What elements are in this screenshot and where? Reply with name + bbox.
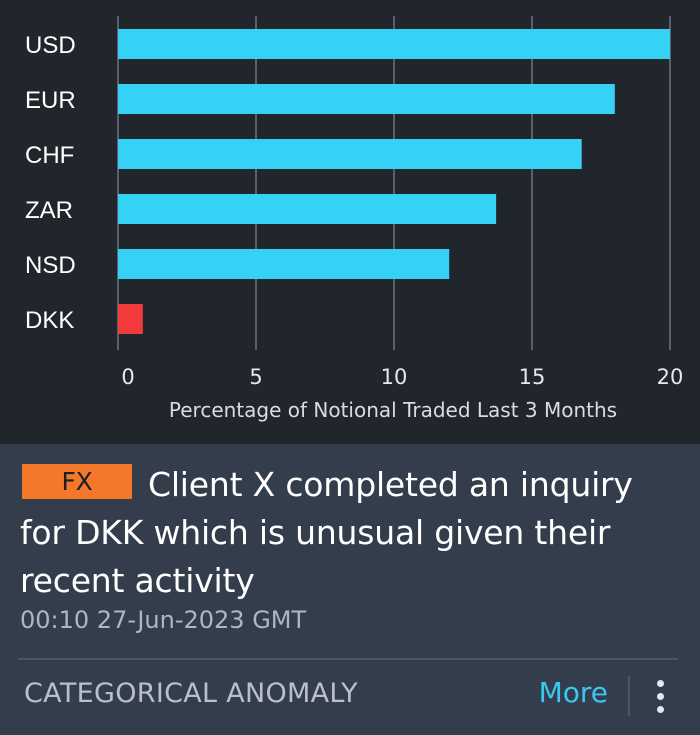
kebab-dot xyxy=(657,693,664,700)
x-tick-label: 10 xyxy=(381,365,408,389)
bar-usd xyxy=(118,29,670,59)
category-label: CHF xyxy=(25,142,74,169)
notional-traded-chart: USD EUR CHF ZAR NSD DKK 0 5 10 15 20 Percentage of … xyxy=(25,16,684,422)
kebab-dot xyxy=(657,706,664,713)
kebab-dot xyxy=(657,680,664,687)
category-label: NSD xyxy=(25,252,76,279)
x-tick-label: 0 xyxy=(121,365,134,389)
vertical-divider xyxy=(628,676,630,716)
x-tick-label: 20 xyxy=(657,365,684,389)
x-tick-label: 5 xyxy=(249,365,262,389)
alert-timestamp: 00:10 27-Jun-2023 GMT xyxy=(20,606,307,634)
category-label: DKK xyxy=(25,307,74,334)
chart-panel: USD EUR CHF ZAR NSD DKK 0 5 10 15 20 Percentage of … xyxy=(0,0,700,444)
alert-headline: FX Client X completed an inquiry for DKK … xyxy=(20,461,680,605)
category-label: EUR xyxy=(25,87,76,114)
bar-chf xyxy=(118,139,582,169)
divider xyxy=(18,658,678,660)
asset-class-badge: FX xyxy=(22,464,132,499)
bar-dkk xyxy=(118,304,143,334)
category-label: USD xyxy=(25,32,76,59)
bar-zar xyxy=(118,194,497,224)
alert-card[interactable]: FX Client X completed an inquiry for DKK … xyxy=(0,444,700,735)
more-button[interactable]: More xyxy=(538,676,608,709)
bar-eur xyxy=(118,84,615,114)
category-label: ZAR xyxy=(25,197,73,224)
kebab-menu-icon[interactable] xyxy=(650,680,672,714)
alert-headline-text: Client X completed an inquiry for DKK wh… xyxy=(20,465,633,600)
x-axis-title: Percentage of Notional Traded Last 3 Mon… xyxy=(169,398,617,422)
bar-nsd xyxy=(118,249,450,279)
x-tick-label: 15 xyxy=(519,365,546,389)
anomaly-category: CATEGORICAL ANOMALY xyxy=(24,678,358,709)
